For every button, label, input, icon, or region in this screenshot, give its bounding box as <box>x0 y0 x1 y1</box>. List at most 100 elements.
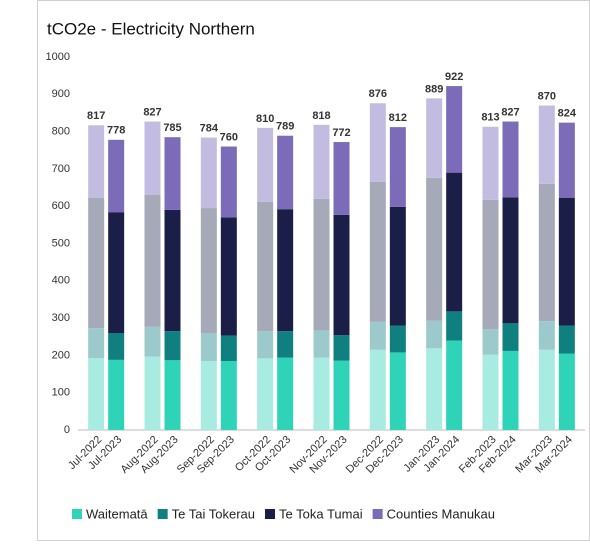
y-tick-label: 600 <box>52 200 70 212</box>
bar-segment <box>426 177 443 321</box>
y-tick-label: 900 <box>52 88 70 100</box>
legend-swatch <box>157 509 168 519</box>
bar-segment <box>277 209 294 332</box>
y-tick-label: 100 <box>52 387 70 399</box>
bar-segment <box>538 183 555 322</box>
bar-segment <box>538 321 555 350</box>
bar-segment <box>482 354 499 430</box>
bar-segment <box>313 124 330 199</box>
y-tick-label: 500 <box>52 237 70 249</box>
y-tick-label: 0 <box>64 424 70 436</box>
bar-segment <box>108 333 125 360</box>
legend-swatch <box>265 509 276 519</box>
bar-segment <box>164 331 181 361</box>
bar-segment <box>482 329 499 355</box>
bar-segment <box>200 208 217 334</box>
total-label: 789 <box>276 121 294 133</box>
bar-segment <box>333 335 350 361</box>
bar-segment <box>277 135 294 210</box>
bar-segment <box>164 209 181 332</box>
bar-segment <box>88 125 105 198</box>
bar-segment <box>88 197 105 329</box>
bar-segment <box>220 217 237 336</box>
y-tick-label: 800 <box>52 126 70 138</box>
bar-segment <box>558 122 575 198</box>
bar-segment <box>426 320 443 349</box>
bar-segment <box>220 360 237 430</box>
bar-segment <box>144 121 161 196</box>
bar-segment <box>220 335 237 361</box>
bar-segment <box>333 360 350 430</box>
y-tick-label: 1000 <box>46 51 70 63</box>
bar-segment <box>200 137 217 209</box>
bar-segment <box>313 198 330 331</box>
bar-segment <box>144 195 161 327</box>
total-label: 824 <box>558 108 577 120</box>
y-tick-label: 200 <box>52 349 70 361</box>
legend-label: Waitematā <box>86 506 148 521</box>
bar-segment <box>277 331 294 358</box>
bar-segment <box>482 199 499 330</box>
legend-swatch <box>72 509 82 519</box>
bar-segment <box>426 348 443 430</box>
bar-segment <box>164 137 181 210</box>
bar-segment <box>369 103 386 182</box>
bar-segment <box>558 325 575 354</box>
bar-segment <box>389 127 406 207</box>
bar-segment <box>277 357 294 430</box>
bar-segment <box>220 146 237 218</box>
legend-label: Te Toka Tumai <box>279 506 363 521</box>
bar-segment <box>257 201 274 332</box>
bar-segment <box>108 359 125 430</box>
bar-segment <box>333 214 350 336</box>
total-label: 813 <box>481 112 499 124</box>
total-label: 812 <box>389 112 407 124</box>
legend-label: Counties Manukau <box>387 506 495 521</box>
bar-segment <box>558 197 575 326</box>
bar-segment <box>446 172 463 312</box>
bar-segment <box>369 349 386 430</box>
bar-segment <box>313 330 330 358</box>
bar-segment <box>369 321 386 350</box>
y-tick-label: 700 <box>52 163 70 175</box>
bar-segment <box>369 181 386 322</box>
bar-segment <box>200 333 217 361</box>
total-label: 784 <box>200 122 219 134</box>
bar-segment <box>502 323 519 351</box>
total-label: 876 <box>369 88 387 100</box>
bar-segment <box>333 142 350 215</box>
total-label: 889 <box>425 83 443 95</box>
bar-segment <box>389 325 406 353</box>
bar-segment <box>558 353 575 430</box>
chart-title: tCO2e - Electricity Northern <box>47 19 255 38</box>
bar-segment <box>257 331 274 359</box>
bar-segment <box>88 328 105 359</box>
bar-segment <box>257 358 274 430</box>
total-label: 870 <box>538 90 556 102</box>
total-label: 785 <box>163 122 181 134</box>
total-label: 760 <box>220 131 238 143</box>
bar-segment <box>257 127 274 202</box>
bar-segment <box>200 360 217 430</box>
bar-segment <box>426 98 443 178</box>
total-label: 810 <box>256 113 274 125</box>
bar-segment <box>389 352 406 430</box>
bar-segment <box>446 311 463 341</box>
total-label: 827 <box>501 106 519 118</box>
total-label: 772 <box>332 127 350 139</box>
bar-segment <box>108 139 125 213</box>
bar-segment <box>108 212 125 334</box>
bar-segment <box>502 121 519 198</box>
bar-segment <box>144 326 161 357</box>
bar-segment <box>144 356 161 430</box>
bar-segment <box>502 350 519 430</box>
bar-segment <box>502 197 519 324</box>
total-label: 818 <box>312 110 330 122</box>
total-label: 922 <box>445 71 463 83</box>
total-label: 778 <box>107 125 125 137</box>
legend-label: Te Tai Tokerau <box>172 506 255 521</box>
bar-segment <box>88 358 105 430</box>
bar-segment <box>446 86 463 173</box>
bar-segment <box>482 126 499 200</box>
